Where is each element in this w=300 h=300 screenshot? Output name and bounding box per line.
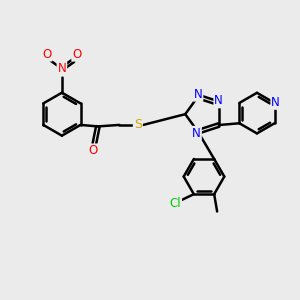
Text: S: S: [134, 118, 142, 131]
Text: N: N: [272, 96, 280, 109]
Text: N: N: [194, 88, 203, 101]
Text: Cl: Cl: [169, 196, 181, 210]
Text: O: O: [88, 144, 98, 158]
Text: O: O: [72, 48, 82, 61]
Text: O: O: [42, 48, 52, 61]
Text: N: N: [192, 127, 201, 140]
Text: N: N: [58, 62, 66, 75]
Text: N: N: [214, 94, 223, 107]
